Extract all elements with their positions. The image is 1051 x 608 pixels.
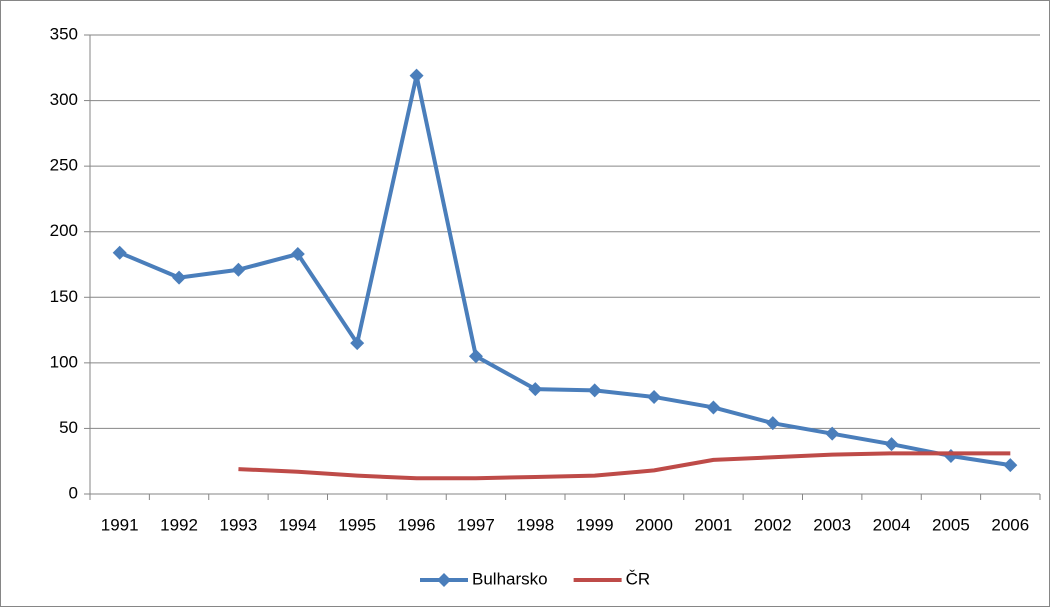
x-tick-label: 1994 [279,515,317,534]
y-tick-label: 350 [50,24,78,43]
y-tick-label: 50 [59,418,78,437]
data-point [528,382,543,397]
data-point [112,245,127,260]
series-line [238,451,1011,481]
y-tick-label: 150 [50,287,78,306]
data-point [409,68,424,83]
data-point [1003,458,1018,473]
x-tick-label: 2003 [813,515,851,534]
data-point [587,383,602,398]
x-tick-label: 1993 [220,515,258,534]
y-tick-label: 100 [50,352,78,371]
x-tick-label: 1996 [398,515,436,534]
legend-marker [437,573,451,587]
x-tick-label: 1995 [338,515,376,534]
y-tick-label: 0 [69,483,78,502]
x-tick-label: 2005 [932,515,970,534]
data-point [231,262,246,277]
x-tick-label: 2004 [873,515,911,534]
data-point [825,426,840,441]
x-tick-label: 2002 [754,515,792,534]
y-tick-label: 200 [50,221,78,240]
data-point [172,270,187,285]
data-point [884,437,899,452]
data-point [765,416,780,431]
x-tick-label: 2006 [991,515,1029,534]
data-point [290,247,305,262]
series-line [118,73,1011,468]
data-point [468,349,483,364]
x-tick-label: 1992 [160,515,198,534]
y-tick-label: 250 [50,156,78,175]
x-tick-label: 1998 [516,515,554,534]
data-point [350,336,365,351]
x-tick-label: 2001 [695,515,733,534]
data-point [647,389,662,404]
x-tick-label: 1991 [101,515,139,534]
x-tick-label: 1997 [457,515,495,534]
legend-label: Bulharsko [472,569,548,588]
x-tick-label: 1999 [576,515,614,534]
data-point [706,400,721,415]
legend-label: ČR [626,569,651,588]
x-tick-label: 2000 [635,515,673,534]
y-tick-label: 300 [50,90,78,109]
